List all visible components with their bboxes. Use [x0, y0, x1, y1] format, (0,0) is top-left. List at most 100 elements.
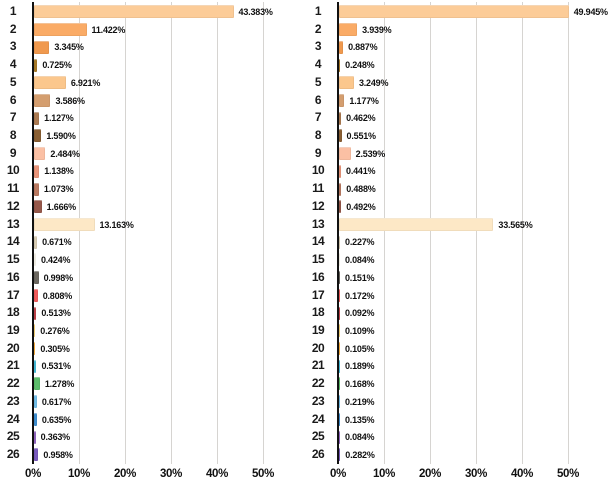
- value-label: 0.998%: [43, 272, 74, 283]
- bar-segment: [339, 111, 342, 125]
- table-row: 23 0.219%: [305, 393, 610, 411]
- value-label: 11.422%: [91, 24, 126, 35]
- x-tick-label: 10%: [67, 468, 91, 480]
- value-label: 0.513%: [41, 308, 71, 319]
- bar-segment: [339, 271, 340, 285]
- value-label: 0.363%: [40, 432, 71, 443]
- table-row: 16 0.998%: [0, 269, 305, 287]
- bar-segment: [339, 182, 342, 196]
- x-tick-label: 20%: [113, 468, 137, 480]
- category-label: 7: [9, 110, 17, 125]
- bar-segment: [339, 412, 340, 426]
- category-label: 25: [311, 429, 325, 444]
- category-label: 13: [6, 216, 20, 231]
- gridline-10%: [384, 2, 385, 464]
- value-label: 0.531%: [41, 361, 71, 372]
- bar-segment: [34, 218, 95, 232]
- category-label: 3: [9, 39, 17, 54]
- value-label: 0.462%: [346, 113, 376, 124]
- table-row: 11 0.488%: [305, 180, 610, 198]
- table-row: 15 0.084%: [305, 251, 610, 269]
- table-row: 5 3.249%: [305, 74, 610, 92]
- value-label: 0.135%: [345, 414, 375, 425]
- bar-segment: [34, 342, 36, 356]
- x-tick-label: 30%: [464, 468, 488, 480]
- value-label: 1.073%: [43, 184, 74, 195]
- value-label: 0.172%: [345, 290, 375, 301]
- table-row: 13 13.163%: [0, 216, 305, 234]
- gridline-40%: [522, 2, 523, 464]
- bar-segment: [34, 23, 87, 37]
- value-label: 6.921%: [70, 77, 101, 88]
- category-label: 10: [311, 163, 325, 178]
- gridline-20%: [125, 2, 126, 464]
- value-label: 0.441%: [346, 166, 376, 177]
- category-label: 18: [311, 305, 325, 320]
- category-label: 7: [314, 110, 322, 125]
- value-label: 0.808%: [42, 290, 73, 301]
- table-row: 9 2.484%: [0, 145, 305, 163]
- category-label: 15: [311, 252, 325, 267]
- category-label: 4: [314, 57, 322, 72]
- category-label: 13: [311, 216, 325, 231]
- category-label: 1: [314, 4, 322, 18]
- value-label: 0.282%: [345, 449, 375, 460]
- category-label: 24: [311, 411, 325, 426]
- category-label: 12: [6, 198, 20, 213]
- bar-segment: [34, 253, 36, 267]
- category-label: 14: [6, 234, 20, 249]
- category-label: 20: [311, 340, 325, 355]
- category-label: 9: [9, 145, 17, 160]
- value-label: 0.488%: [346, 184, 376, 195]
- bar-segment: [34, 40, 50, 54]
- bar-rows: 1 43.383% 2 11.422% 3 3.345% 4 0.725% 5 6.921% 6 3.…: [0, 3, 305, 464]
- bar-segment: [339, 288, 340, 302]
- category-label: 18: [6, 305, 20, 320]
- table-row: 12 1.666%: [0, 198, 305, 216]
- category-label: 6: [9, 92, 17, 107]
- value-label: 0.189%: [345, 361, 375, 372]
- value-label: 1.278%: [44, 379, 75, 390]
- bar-segment: [34, 395, 37, 409]
- bar-segment: [34, 235, 38, 249]
- bar-segment: [339, 93, 345, 107]
- x-tick-label: 10%: [372, 468, 396, 480]
- value-label: 0.635%: [41, 414, 72, 425]
- bar-segment: [34, 182, 39, 196]
- bar-segment: [34, 324, 36, 338]
- x-axis-tick-labels: 0% 10% 20% 30% 40% 50%: [0, 468, 305, 488]
- table-row: 4 0.725%: [0, 56, 305, 74]
- category-label: 16: [311, 269, 325, 284]
- table-row: 17 0.172%: [305, 287, 610, 305]
- table-row: 3 3.345%: [0, 38, 305, 56]
- x-tick-label: 40%: [510, 468, 534, 480]
- table-row: 21 0.531%: [0, 357, 305, 375]
- category-label: 8: [314, 128, 322, 143]
- table-row: 10 0.441%: [305, 162, 610, 180]
- table-row: 8 0.551%: [305, 127, 610, 145]
- bar-segment: [339, 306, 340, 320]
- gridline-50%: [568, 2, 569, 464]
- category-label: 1: [9, 4, 17, 18]
- category-label: 17: [6, 287, 20, 302]
- category-label: 21: [311, 358, 325, 373]
- value-label: 3.939%: [362, 24, 392, 35]
- x-tick-label: 50%: [556, 468, 580, 480]
- value-label: 13.163%: [99, 219, 134, 230]
- value-label: 2.484%: [50, 148, 80, 159]
- value-label: 0.248%: [345, 60, 375, 71]
- table-row: 21 0.189%: [305, 357, 610, 375]
- category-label: 26: [311, 446, 325, 461]
- table-row: 20 0.305%: [0, 340, 305, 358]
- category-label: 22: [6, 376, 20, 391]
- bar-segment: [339, 40, 344, 54]
- value-label: 0.887%: [348, 42, 378, 53]
- value-label: 0.492%: [346, 201, 376, 212]
- value-label: 3.345%: [54, 42, 84, 53]
- table-row: 25 0.084%: [305, 428, 610, 446]
- gridline-10%: [79, 2, 80, 464]
- bar-segment: [34, 111, 40, 125]
- category-label: 19: [6, 322, 20, 337]
- bar-segment: [339, 164, 342, 178]
